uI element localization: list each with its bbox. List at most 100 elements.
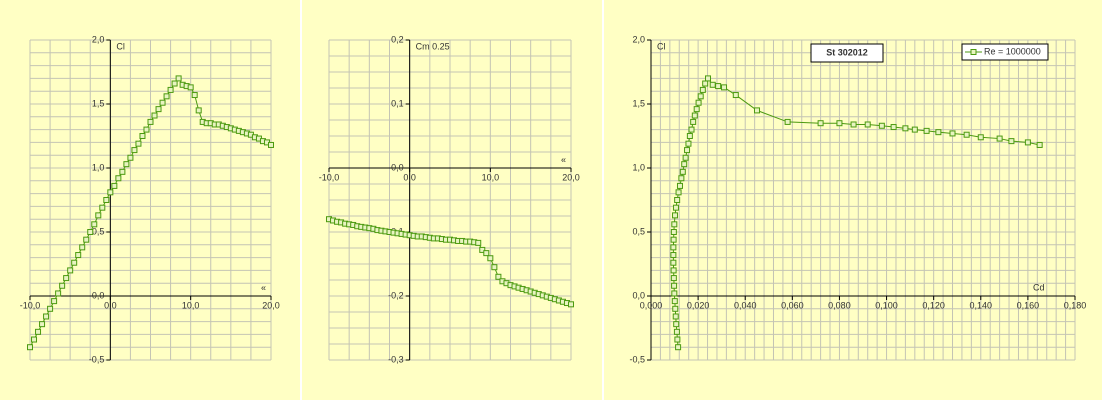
data-point: [817, 120, 824, 127]
y-tick-label: 0,5: [632, 226, 645, 236]
data-point: [670, 267, 677, 274]
x-tick-label: 10,0: [182, 300, 200, 310]
data-point: [836, 120, 843, 127]
x-tick-label: 20,0: [562, 172, 580, 182]
x-axis-label: «: [261, 282, 266, 292]
data-point: [115, 175, 122, 182]
data-point: [697, 93, 704, 100]
data-point: [670, 229, 677, 235]
data-point: [47, 305, 54, 312]
data-point: [127, 154, 134, 161]
data-point: [83, 236, 90, 243]
data-point: [67, 267, 74, 274]
data-point: [139, 133, 146, 139]
legend-label: Re = 1000000: [984, 46, 1041, 56]
y-tick-label: -0,5: [89, 354, 105, 364]
data-point: [268, 141, 274, 148]
data-point: [864, 121, 871, 128]
data-point: [1024, 139, 1031, 146]
data-point: [732, 92, 739, 99]
data-point: [111, 182, 118, 189]
data-point: [691, 112, 698, 119]
data-point: [682, 154, 689, 161]
y-tick-label: 1,5: [92, 98, 105, 108]
data-point: [191, 92, 198, 99]
data-point: [676, 182, 683, 189]
data-point: [670, 236, 677, 243]
data-point: [187, 84, 194, 91]
y-tick-label: -0,5: [629, 354, 645, 364]
data-point: [890, 124, 897, 131]
data-point: [672, 212, 679, 219]
data-point: [167, 86, 174, 93]
data-point: [705, 75, 712, 82]
data-point: [475, 239, 482, 246]
data-point: [902, 125, 909, 132]
data-point: [1036, 141, 1043, 148]
data-point: [678, 175, 685, 182]
x-tick-label: 0,0: [104, 300, 117, 310]
data-point: [671, 282, 678, 289]
x-axis-label: Cd: [1033, 282, 1045, 292]
y-axis-label: Cm 0.25: [416, 41, 450, 51]
x-tick-label: 10,0: [482, 172, 500, 182]
data-point: [878, 122, 885, 129]
y-tick-label: 0,0: [632, 290, 645, 300]
data-point: [79, 244, 86, 251]
data-point: [123, 161, 130, 168]
y-axis-label: Cl: [657, 41, 666, 51]
data-point: [75, 252, 82, 259]
data-point: [479, 246, 486, 253]
data-point: [147, 118, 154, 125]
x-tick-label: 20,0: [262, 300, 280, 310]
data-point: [495, 273, 502, 280]
chart-title: St 302012: [826, 47, 868, 57]
data-point: [151, 112, 158, 119]
data-point: [685, 140, 692, 147]
data-point: [672, 313, 679, 320]
data-point: [935, 129, 942, 136]
data-point: [87, 229, 94, 235]
data-point: [91, 221, 98, 228]
data-point: [55, 290, 62, 297]
data-point: [131, 147, 138, 154]
data-point: [27, 344, 33, 351]
x-tick-label: -10,0: [20, 300, 41, 310]
data-point: [670, 244, 677, 251]
data-point: [1008, 138, 1015, 145]
data-point: [963, 131, 970, 138]
x-tick-label: 0,100: [875, 300, 898, 310]
y-axis-label: Cl: [116, 41, 125, 51]
data-point: [911, 126, 918, 133]
data-point: [171, 80, 178, 87]
data-point: [949, 130, 956, 137]
y-tick-label: -0,2: [388, 290, 404, 300]
data-point: [671, 290, 678, 297]
data-point: [675, 344, 682, 351]
data-point: [107, 189, 114, 196]
data-point: [59, 282, 66, 289]
x-tick-label: 0,040: [734, 300, 757, 310]
data-point: [690, 118, 697, 125]
data-point: [674, 197, 681, 203]
x-tick-label: 0,000: [640, 300, 663, 310]
data-point: [487, 255, 494, 262]
x-tick-label: 0,080: [828, 300, 851, 310]
data-point: [670, 252, 677, 259]
y-tick-label: 0,0: [92, 290, 105, 300]
data-point: [672, 204, 679, 211]
data-point: [695, 99, 702, 106]
data-point: [702, 80, 709, 87]
data-point: [43, 313, 50, 320]
x-tick-label: 0,020: [687, 300, 710, 310]
data-point: [671, 298, 678, 305]
data-point: [95, 212, 102, 219]
data-point: [483, 250, 490, 257]
data-point: [686, 133, 693, 139]
data-point: [163, 93, 170, 100]
data-point: [670, 275, 677, 282]
data-point: [673, 321, 680, 328]
legend-marker: [970, 49, 977, 55]
data-point: [923, 127, 930, 134]
